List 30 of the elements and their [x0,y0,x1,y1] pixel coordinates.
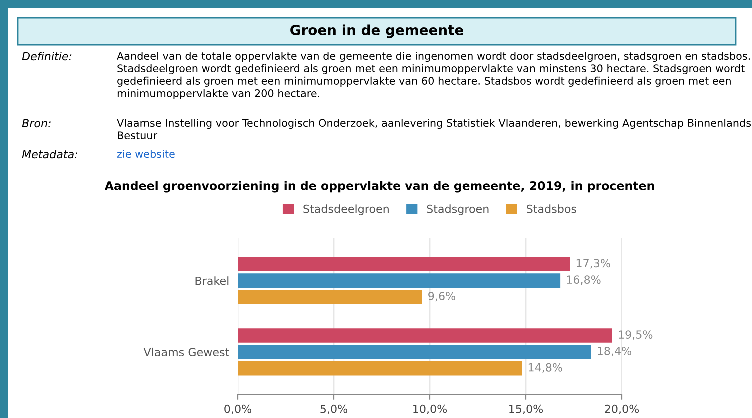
legend-label: Stadsgroen [427,204,489,216]
text: Aandeel van de totale oppervlakte van de gemeente die ingenomen wordt door stadsdeelgroen, stadsgroen en stadsbos. Stadsdeelgroen wordt gedefinieerd als groen met een minimumoppervlakte van minstens 30 hectare. Stadsgroen wordt gedefinieerd als groen met een minimumoppervlakte van 60 hectare. Stadsbos wordt gedefinieerd als groen met een minimumoppervlakte van 200 hectare. [117,52,750,100]
text: Definitie: [22,52,72,61]
data-label: 17,3% [576,259,610,269]
x-tick-label: 15,0% [510,404,544,414]
x-tick-label: 0,0% [224,404,252,414]
bar [238,290,422,304]
bar [238,361,522,376]
data-label: 19,5% [619,330,653,340]
text: zie website [117,150,175,158]
x-tick-label: 5,0% [320,404,348,414]
bar [238,257,570,272]
y-tick-label: Brakel [196,276,229,286]
x-tick-label: 20,0% [605,404,640,414]
legend-label: Stadsdeelgroen [304,204,389,216]
bar [238,345,592,360]
data-label: 16,8% [567,276,601,286]
x-tick-label: 10,0% [414,404,448,414]
data-label: 14,8% [528,363,562,373]
data-label: 9,6% [428,292,456,302]
text: Bron: [22,119,51,128]
legend-label: Stadsbos [527,204,576,214]
bar [238,328,612,343]
data-label: 18,4% [598,347,632,357]
y-tick-label: Vlaams Gewest [144,348,230,357]
text: Metadata: [22,150,78,159]
text: Vlaamse Instelling voor Technologisch Onderzoek, aanlevering Statistiek Vlaanderen, bewerking Agentschap Binnenlands Bestuur [117,119,752,140]
bar [238,274,561,288]
chart-title: Groen in de gemeente [290,24,464,38]
chart-subtitle: Aandeel groenvoorziening in de oppervlakte van de gemeente, 2019, in procenten [104,181,654,193]
